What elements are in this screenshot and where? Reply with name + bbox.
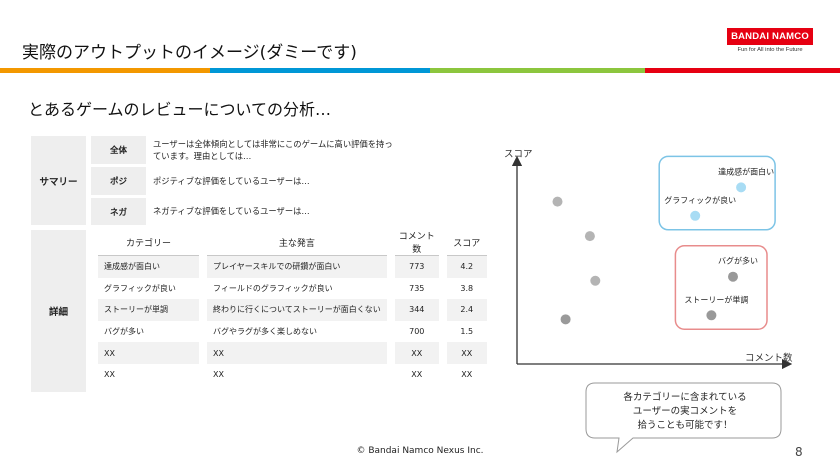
table-cell-comment: フィールドのグラフィックが良い xyxy=(213,283,333,293)
point-label: 達成感が面白い xyxy=(718,166,774,176)
scatter-point xyxy=(552,196,563,207)
page-title: 実際のアウトプットのイメージ(ダミーです) xyxy=(22,43,357,63)
table-cell-comment: 終わりに行くについてストーリーが面白くない xyxy=(207,299,387,321)
callout-line: ユーザーの実コメントを xyxy=(632,406,738,417)
header-stripe-green xyxy=(430,68,645,73)
column-header-score: スコア xyxy=(446,229,487,256)
summary-section-label: サマリー xyxy=(31,136,86,225)
scatter-point xyxy=(736,182,747,193)
table-row: 達成感が面白い プレイヤースキルでの研鑽が面白い 773 4.2 xyxy=(98,255,487,278)
page-number: 8 xyxy=(795,445,803,459)
table-row: XX XX XX XX xyxy=(98,363,487,386)
table-cell-category: 達成感が面白い xyxy=(98,255,199,278)
section-subtitle: とあるゲームのレビューについての分析… xyxy=(28,100,332,119)
header-stripe-red xyxy=(645,68,840,73)
table-cell-count: 700 xyxy=(409,327,425,337)
header-stripe-orange xyxy=(0,68,210,73)
table-cell-score: 1.5 xyxy=(460,327,474,337)
table-cell-comment: XX xyxy=(207,342,387,364)
point-label: ストーリーが単調 xyxy=(684,294,748,304)
scatter-point xyxy=(590,275,601,286)
company-logo: BANDAI NAMCO Fun for All into the Future xyxy=(727,28,813,53)
callout-text: 各カテゴリーに含まれている ユーザーの実コメントを 拾うことも可能です！ xyxy=(596,391,774,433)
callout-line: 拾うことも可能です！ xyxy=(637,420,733,431)
point-label: バグが多い xyxy=(718,256,758,266)
copyright: © Bandai Namco Nexus Inc. xyxy=(356,446,484,456)
table-cell-score: 3.8 xyxy=(460,283,474,293)
column-header-category: カテゴリー xyxy=(98,229,199,256)
table-cell-category: ストーリーが単調 xyxy=(98,299,199,321)
detail-table: カテゴリー 主な発言 コメント数 スコア 達成感が面白い プレイヤースキルでの研… xyxy=(98,229,487,386)
scatter-point xyxy=(706,310,717,321)
table-cell-count: 773 xyxy=(394,255,439,278)
table-cell-count: 735 xyxy=(409,283,425,293)
column-header-comment: 主な発言 xyxy=(207,229,387,256)
table-cell-score: 4.2 xyxy=(446,255,487,278)
table-cell-comment: バグやラグが多く楽しめない xyxy=(213,327,317,337)
summary-category-overall: 全体 xyxy=(91,136,146,164)
table-cell-count: 344 xyxy=(394,299,439,321)
table-row: ストーリーが単調 終わりに行くについてストーリーが面白くない 344 2.4 xyxy=(98,299,487,321)
table-cell-score: XX xyxy=(446,342,487,364)
point-label: グラフィックが良い xyxy=(664,195,736,205)
table-cell-comment: XX xyxy=(213,370,224,380)
y-axis-label: スコア xyxy=(504,149,533,160)
header-stripe-blue xyxy=(210,68,430,73)
summary-text-negative: ネガティブな評価をしているユーザーは… xyxy=(153,206,310,216)
detail-section-label: 詳細 xyxy=(31,230,86,392)
scatter-point xyxy=(690,210,701,221)
callout-line: 各カテゴリーに含まれている xyxy=(623,392,747,403)
logo-tagline: Fun for All into the Future xyxy=(737,47,803,53)
callout-bubble xyxy=(585,382,782,454)
table-row: グラフィックが良い フィールドのグラフィックが良い 735 3.8 xyxy=(98,277,487,300)
summary-category-negative: ネガ xyxy=(91,198,146,225)
scatter-point xyxy=(584,231,595,242)
table-row: バグが多い バグやラグが多く楽しめない 700 1.5 xyxy=(98,320,487,343)
column-header-count: コメント数 xyxy=(394,229,439,256)
table-cell-count: XX xyxy=(411,370,423,380)
logo-text: BANDAI NAMCO xyxy=(727,28,813,45)
table-cell-score: XX xyxy=(461,370,473,380)
table-cell-count: XX xyxy=(394,342,439,364)
table-cell-score: 2.4 xyxy=(446,299,487,321)
table-cell-category: グラフィックが良い xyxy=(104,283,176,293)
table-cell-category: バグが多い xyxy=(104,327,144,337)
summary-text-overall: ユーザーは全体傾向としては非常にこのゲームに高い評価を持っています。理由としては… xyxy=(153,139,393,161)
table-row: XX XX XX XX xyxy=(98,342,487,364)
detail-table-header: カテゴリー 主な発言 コメント数 スコア xyxy=(98,229,487,256)
table-cell-category: XX xyxy=(104,370,115,380)
summary-category-positive: ポジ xyxy=(91,167,146,195)
negative-group-box xyxy=(674,244,768,331)
positive-group-box xyxy=(658,155,776,231)
summary-text-positive: ポジティブな評価をしているユーザーは… xyxy=(153,176,310,186)
table-cell-comment: プレイヤースキルでの研鑽が面白い xyxy=(207,255,387,278)
x-axis-label: コメント数 xyxy=(745,353,793,364)
table-cell-category: XX xyxy=(98,342,199,364)
scatter-point xyxy=(560,314,571,325)
scatter-point xyxy=(728,271,738,282)
